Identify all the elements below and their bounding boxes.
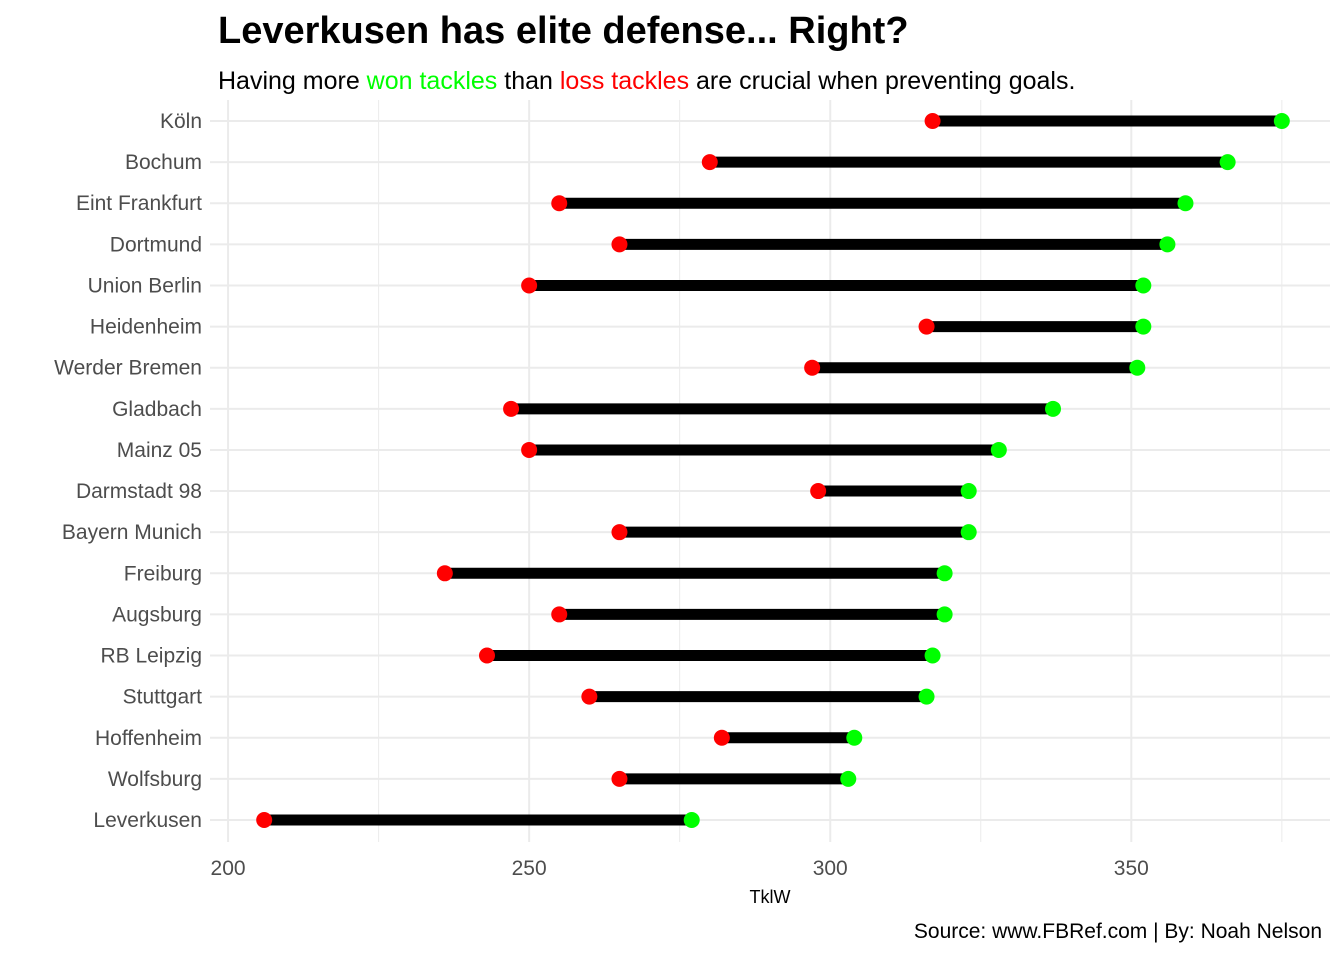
won-tackles-point [1177,195,1194,212]
x-tick-label: 250 [512,857,547,880]
team-label: Freiburg [124,562,202,585]
points [256,113,1290,828]
subtitle-won-tackles: won tackles [366,67,498,95]
loss-tackles-point [581,688,598,705]
won-tackles-point [1135,318,1152,335]
chart-subtitle: Having more won tackles than loss tackle… [218,67,1075,96]
subtitle-text-before: Having more [218,67,367,95]
won-tackles-point [918,688,935,705]
loss-tackles-point [611,770,628,787]
won-tackles-point [1219,154,1236,171]
won-tackles-point [683,812,700,828]
won-tackles-point [846,729,863,746]
x-axis-labels: 200 250 300 350 [211,857,1149,880]
x-tick-label: 350 [1114,857,1149,880]
x-axis-title: TklW [750,887,791,907]
won-tackles-point [1129,359,1146,376]
won-tackles-point [1135,277,1152,294]
loss-tackles-point [918,318,935,335]
y-axis-labels: Köln Bochum Eint Frankfurt Dortmund Union Be… [54,110,202,832]
subtitle-loss-tackles: loss tackles [559,67,690,95]
won-tackles-point [1159,236,1176,253]
won-tackles-point [936,606,953,623]
subtitle-text-after: are crucial when preventing goals. [689,67,1076,95]
won-tackles-point [1273,113,1290,129]
team-label: Eint Frankfurt [76,192,202,215]
loss-tackles-point [551,606,568,623]
team-label: Dortmund [110,233,202,256]
loss-tackles-point [521,441,538,458]
loss-tackles-point [478,647,495,664]
team-label: Bayern Munich [62,521,202,544]
x-tick-label: 300 [813,857,848,880]
team-label: Stuttgart [123,686,203,709]
won-tackles-point [990,441,1007,458]
loss-tackles-point [804,359,821,376]
grid-lines [210,100,1330,842]
loss-tackles-point [611,524,628,541]
team-label: Heidenheim [90,316,202,339]
won-tackles-point [840,770,857,787]
team-label: RB Leipzig [100,645,202,668]
won-tackles-point [960,524,977,541]
source-caption: Source: www.FBRef.com | By: Noah Nelson [913,920,1322,943]
segments [264,115,1282,826]
loss-tackles-point [256,812,273,828]
loss-tackles-point [924,113,941,129]
team-label: Darmstadt 98 [76,480,202,503]
loss-tackles-point [810,483,827,500]
won-tackles-point [924,647,941,664]
loss-tackles-point [436,565,453,582]
chart-title: Leverkusen has elite defense... Right? [218,10,909,52]
loss-tackles-point [701,154,718,171]
team-label: Mainz 05 [117,439,202,462]
subtitle-text-middle: than [497,67,560,95]
loss-tackles-point [551,195,568,212]
x-tick-label: 200 [211,857,246,880]
loss-tackles-point [503,400,520,417]
won-tackles-point [1045,400,1062,417]
loss-tackles-point [521,277,538,294]
team-label: Union Berlin [88,274,202,297]
won-tackles-point [960,483,977,500]
loss-tackles-point [611,236,628,253]
team-label: Bochum [125,151,202,174]
team-label: Augsburg [112,603,202,626]
team-label: Hoffenheim [95,727,202,750]
team-label: Köln [160,110,202,133]
team-label: Gladbach [112,398,202,421]
team-label: Leverkusen [93,809,202,832]
loss-tackles-point [713,729,730,746]
team-label: Werder Bremen [54,357,202,380]
won-tackles-point [936,565,953,582]
team-label: Wolfsburg [108,768,202,791]
